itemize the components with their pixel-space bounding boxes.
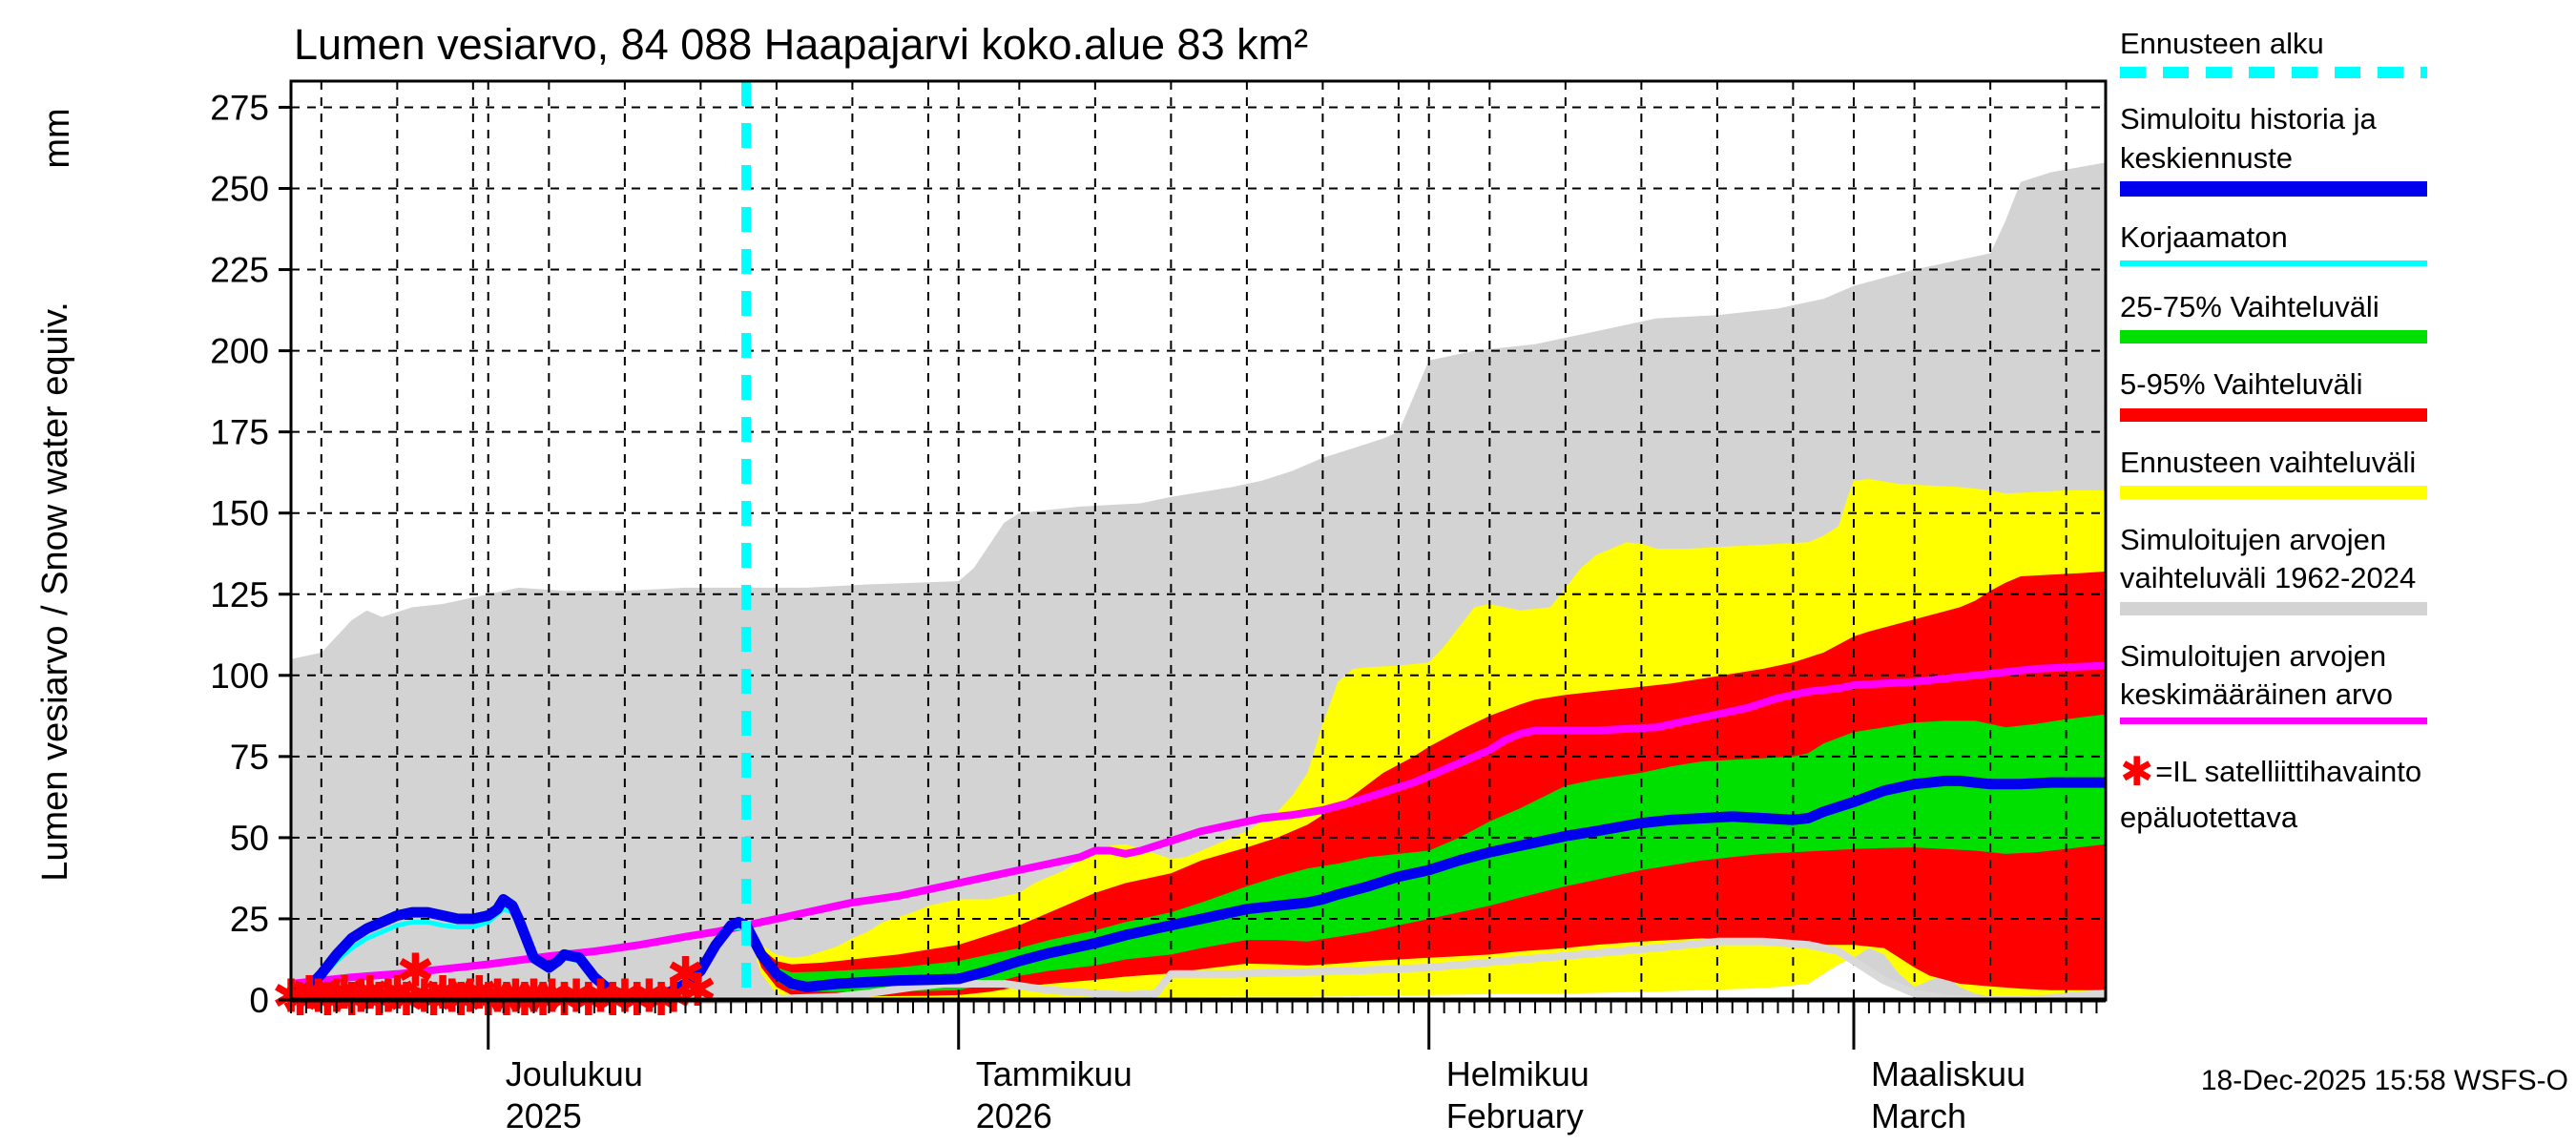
simulated-history-line — [289, 894, 749, 1003]
satellite-asterisk: ✱ — [496, 972, 534, 1023]
red-asterisk-icon: ✱ — [2120, 749, 2154, 795]
satellite-asterisk: ✱ — [557, 972, 595, 1023]
legend-sample-ennusteen-vaihteluvali — [2120, 486, 2427, 500]
satellite-asterisk: ✱ — [654, 972, 693, 1023]
legend-label: 25-75% Vaihteluväli — [2120, 290, 2379, 324]
timestamp: 18-Dec-2025 15:58 WSFS-O — [2201, 1065, 2568, 1096]
legend-sample-vaihteluvali-25-75 — [2120, 330, 2427, 344]
satellite-asterisk: ✱ — [606, 972, 644, 1023]
month-sublabel: 2025 — [506, 1096, 582, 1135]
legend-label: Korjaamaton — [2120, 219, 2288, 254]
satellite-asterisk: ✱ — [666, 949, 704, 1000]
satellite-asterisk: ✱ — [581, 972, 619, 1023]
satellite-asterisk: ✱ — [396, 946, 434, 996]
legend-label: Simuloitu historia ja keskiennuste — [2120, 102, 2377, 175]
satellite-asterisk: ✱ — [325, 968, 364, 1019]
satellite-asterisk: ✱ — [678, 966, 717, 1016]
legend-label: Simuloitujen arvojen keskimääräinen arvo — [2120, 638, 2394, 711]
chart-title: Lumen vesiarvo, 84 088 Haapajarvi koko.a… — [294, 20, 1308, 69]
satellite-asterisk: ✱ — [451, 972, 489, 1023]
satellite-asterisk: ✱ — [478, 972, 516, 1023]
legend-sample-vaihteluvali-5-95 — [2120, 407, 2427, 422]
legend-label: Ennusteen alku — [2120, 27, 2324, 60]
plot-area: ✱✱✱✱✱✱✱✱✱✱✱✱✱✱✱✱✱✱✱✱✱✱✱✱✱✱✱✱✱✱✱✱✱✱✱✱✱✱✱✱… — [210, 79, 2108, 1135]
legend-label: Simuloitujen arvojen vaihteluväli 1962-20… — [2120, 523, 2417, 595]
legend-entry-simuloitu-historia: Simuloitu historia ja keskiennuste — [2120, 100, 2572, 197]
legend-sample-keskimaarainen-arvo — [2120, 718, 2427, 725]
legend-entry-simuloitujen-vaihteluvali: Simuloitujen arvojen vaihteluväli 1962-20… — [2120, 521, 2572, 615]
legend-entry-korjaamaton: Korjaamaton — [2120, 219, 2572, 267]
satellite-asterisk: ✱ — [342, 972, 380, 1023]
satellite-asterisk: ✱ — [432, 972, 470, 1023]
satellite-asterisk: ✱ — [532, 972, 571, 1023]
legend-sample-ennusteen-alku — [2120, 67, 2427, 79]
month-label: Maaliskuu — [1871, 1054, 2025, 1093]
month-label: Tammikuu — [976, 1054, 1132, 1093]
satellite-asterisk: ✱ — [514, 972, 552, 1023]
y-tick-label: 275 — [210, 88, 269, 127]
y-tick-label: 100 — [210, 656, 269, 696]
legend-label: Ennusteen vaihteluväli — [2120, 445, 2417, 479]
legend-label: 5-95% Vaihteluväli — [2120, 367, 2363, 402]
legend-entry-ennusteen-vaihteluvali: Ennusteen vaihteluväli — [2120, 444, 2572, 500]
legend-entry-keskimaarainen-arvo: Simuloitujen arvojen keskimääräinen arvo — [2120, 637, 2572, 725]
range-25-75-band — [746, 714, 2106, 992]
legend-entry-satelliittihavainto: ✱=IL satelliittihavainto epäluotettava — [2120, 746, 2572, 837]
legend-entry-vaihteluvali-25-75: 25-75% Vaihteluväli — [2120, 288, 2572, 344]
satellite-asterisk: ✱ — [318, 972, 356, 1023]
month-label: Joulukuu — [506, 1054, 643, 1093]
y-tick-label: 150 — [210, 494, 269, 533]
legend-entry-vaihteluvali-5-95: 5-95% Vaihteluväli — [2120, 365, 2572, 422]
median-forecast-line — [741, 775, 2106, 992]
y-tick-label: 75 — [230, 738, 269, 777]
y-tick-label: 225 — [210, 251, 269, 290]
satellite-asterisk: ✱ — [460, 968, 498, 1019]
y-tick-label: 25 — [230, 900, 269, 939]
legend-sample-korjaamaton — [2120, 260, 2427, 267]
month-sublabel: March — [1871, 1096, 1966, 1135]
y-axis-unit: mm — [37, 108, 77, 168]
y-tick-label: 250 — [210, 170, 269, 209]
satellite-asterisk: ✱ — [630, 972, 668, 1023]
legend-entry-ennusteen-alku: Ennusteen alku — [2120, 25, 2572, 79]
legend-label: ✱=IL satelliittihavainto epäluotettava — [2120, 749, 2422, 834]
y-tick-label: 0 — [249, 981, 269, 1020]
satellite-asterisk: ✱ — [299, 972, 337, 1023]
range-5-95-band — [746, 571, 2106, 997]
y-tick-label: 175 — [210, 413, 269, 452]
legend: Ennusteen alku Simuloitu historia ja keski… — [2120, 25, 2572, 859]
y-axis-label: Lumen vesiarvo / Snow water equiv. — [35, 302, 75, 882]
satellite-asterisk: ✱ — [369, 972, 407, 1023]
legend-sample-simuloitu-historia — [2120, 180, 2427, 197]
month-sublabel: 2026 — [976, 1096, 1052, 1135]
y-tick-label: 50 — [230, 819, 269, 858]
month-sublabel: February — [1446, 1096, 1584, 1135]
satellite-asterisk: ✱ — [405, 972, 444, 1023]
month-label: Helmikuu — [1446, 1054, 1589, 1093]
y-tick-label: 125 — [210, 575, 269, 614]
y-tick-label: 200 — [210, 332, 269, 371]
legend-sample-simuloitujen-vaihteluvali — [2120, 601, 2427, 615]
